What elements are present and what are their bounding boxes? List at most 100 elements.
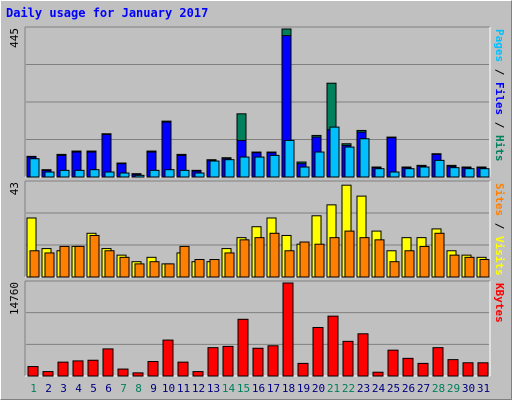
y-axis-label-part: / (493, 216, 506, 236)
bar-kbytes (357, 333, 369, 377)
bar-pages (209, 160, 220, 178)
bar-pages (59, 169, 70, 178)
day-label: 9 (150, 382, 157, 395)
day-label: 12 (192, 382, 205, 395)
bar-kbytes (87, 359, 99, 377)
bar-pages (104, 171, 115, 178)
bar-pages (449, 167, 460, 178)
day-label: 2 (45, 382, 52, 395)
bar-pages (194, 172, 205, 178)
bar-kbytes (162, 339, 174, 377)
day-label: 15 (237, 382, 250, 395)
bar-pages (134, 174, 145, 178)
bar-kbytes (222, 345, 234, 377)
bar-pages (149, 169, 160, 178)
bar-sites (179, 245, 190, 278)
bar-kbytes (117, 368, 129, 377)
bar-sites (269, 232, 280, 278)
bar-pages (419, 166, 430, 178)
bar-pages (299, 166, 310, 178)
bar-sites (134, 263, 145, 278)
bar-pages (284, 139, 295, 178)
bar-sites (359, 237, 370, 278)
bar-kbytes (132, 372, 144, 377)
bar-sites (104, 250, 115, 278)
bar-kbytes (372, 371, 384, 377)
bar-sites (404, 250, 415, 278)
bar-pages (329, 126, 340, 178)
max-value-label: 43 (8, 182, 21, 195)
day-label: 23 (357, 382, 370, 395)
bar-pages (29, 158, 40, 178)
bar-pages (164, 169, 175, 178)
bar-pages (344, 146, 355, 178)
bar-kbytes (417, 362, 429, 377)
bar-kbytes (192, 371, 204, 377)
y-axis-label: Sites / Visits (493, 183, 506, 276)
bar-kbytes (297, 362, 309, 377)
bar-files (101, 133, 112, 178)
day-label: 31 (477, 382, 490, 395)
y-axis-label-part: Hits (493, 135, 506, 162)
day-label: 16 (252, 382, 265, 395)
bar-sites (194, 259, 205, 278)
bar-kbytes (27, 366, 39, 377)
bar-pages (239, 156, 250, 178)
day-label: 22 (342, 382, 355, 395)
bar-pages (254, 156, 265, 178)
bar-kbytes (387, 349, 399, 377)
bar-sites (314, 243, 325, 278)
bar-pages (434, 159, 445, 178)
bar-sites (209, 259, 220, 278)
day-label: 3 (60, 382, 67, 395)
bar-kbytes (177, 361, 189, 377)
day-label: 7 (120, 382, 127, 395)
bar-files (386, 137, 397, 178)
day-label: 28 (432, 382, 445, 395)
y-axis-label-part: Files (493, 82, 506, 115)
bar-pages (44, 171, 55, 178)
bar-kbytes (312, 326, 324, 377)
bar-kbytes (342, 340, 354, 377)
y-axis-label: KBytes (493, 283, 506, 323)
y-axis-label-part: Visits (493, 236, 506, 276)
day-label: 25 (387, 382, 400, 395)
bar-kbytes (42, 371, 54, 377)
bar-sites (164, 263, 175, 278)
day-label: 18 (282, 382, 295, 395)
day-label: 17 (267, 382, 280, 395)
bar-kbytes (462, 362, 474, 377)
day-label: 24 (372, 382, 386, 395)
day-label: 26 (402, 382, 415, 395)
bar-sites (284, 250, 295, 278)
max-value-label: 445 (8, 28, 21, 48)
max-value-label: 14760 (8, 282, 21, 315)
bar-sites (74, 245, 85, 278)
day-label: 27 (417, 382, 430, 395)
bar-sites (149, 261, 160, 278)
bar-sites (374, 239, 385, 278)
bar-pages (119, 172, 130, 178)
day-label: 21 (327, 382, 340, 395)
bar-files (161, 121, 172, 178)
day-label: 4 (75, 382, 82, 395)
bar-kbytes (207, 347, 219, 377)
day-label: 11 (177, 382, 190, 395)
day-label: 1 (30, 382, 37, 395)
y-axis-label-part: / (493, 115, 506, 135)
chart-title: Daily usage for January 2017 (6, 6, 209, 20)
bar-kbytes (477, 362, 489, 377)
bar-kbytes (237, 318, 249, 377)
bar-kbytes (327, 315, 339, 377)
bar-kbytes (252, 347, 264, 377)
bar-pages (359, 138, 370, 178)
bar-pages (89, 169, 100, 178)
day-label: 30 (462, 382, 475, 395)
bar-sites (239, 239, 250, 278)
bar-sites (29, 250, 40, 278)
y-axis-label-part: KBytes (493, 283, 506, 323)
bar-sites (419, 245, 430, 278)
day-label: 29 (447, 382, 460, 395)
bar-sites (89, 234, 100, 278)
